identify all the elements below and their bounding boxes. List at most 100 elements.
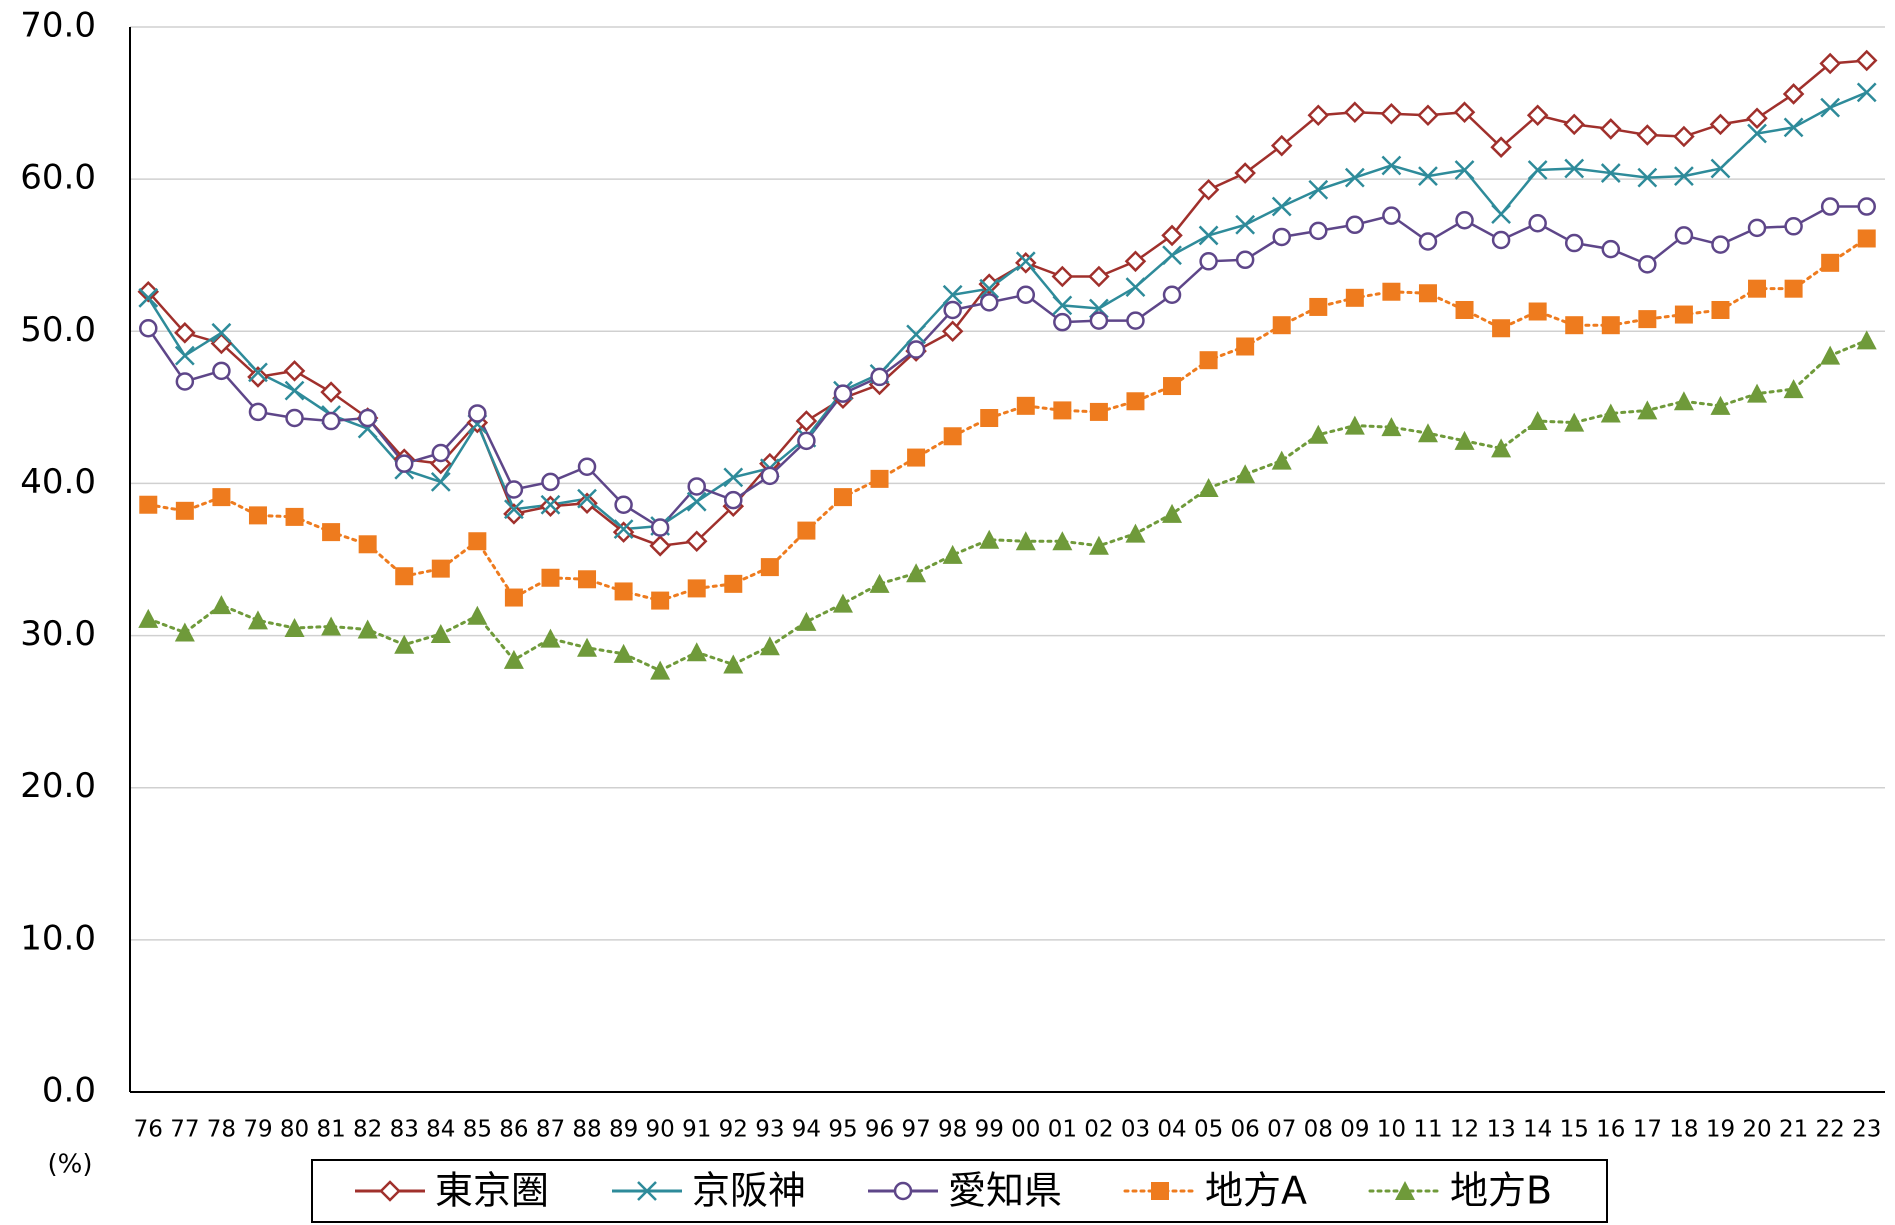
- x-tick-label: 95: [828, 1117, 857, 1143]
- data-point: [833, 384, 853, 403]
- data-point: [1199, 351, 1218, 370]
- data-point: [1124, 250, 1147, 273]
- data-point: [1125, 277, 1146, 298]
- data-point: [759, 636, 780, 656]
- data-point: [943, 300, 962, 320]
- x-tick-label: 86: [499, 1117, 528, 1143]
- data-point: [1016, 396, 1035, 415]
- data-point: [1748, 279, 1767, 298]
- data-point: [1711, 300, 1730, 319]
- data-point: [870, 367, 889, 387]
- data-point: [613, 643, 634, 663]
- x-tick-label: 87: [536, 1117, 565, 1143]
- data-point: [1527, 160, 1548, 180]
- legend-marker: [1395, 1181, 1415, 1200]
- data-point: [1197, 179, 1220, 201]
- x-tick-label: 84: [426, 1117, 455, 1143]
- x-tick-label: 17: [1633, 1117, 1662, 1143]
- data-point: [1053, 401, 1072, 420]
- data-point: [578, 570, 597, 589]
- data-point: [1163, 377, 1182, 396]
- data-point: [1782, 83, 1805, 105]
- x-tick-label: 22: [1816, 1117, 1845, 1143]
- data-point: [1089, 311, 1109, 330]
- data-point: [1673, 125, 1695, 148]
- data-point: [1710, 158, 1731, 179]
- data-point: [1637, 167, 1658, 188]
- data-point: [321, 616, 342, 636]
- x-tick-label: 15: [1560, 1117, 1589, 1143]
- data-point: [175, 372, 195, 391]
- data-point: [797, 431, 816, 451]
- data-point: [979, 278, 1000, 299]
- y-tick-label: 60.0: [20, 158, 96, 198]
- data-point: [138, 608, 159, 628]
- data-point: [1272, 227, 1291, 247]
- data-point: [1527, 411, 1548, 431]
- data-point: [212, 488, 231, 507]
- data-point: [248, 402, 268, 422]
- data-point: [1747, 123, 1767, 144]
- data-point: [1855, 49, 1878, 72]
- data-point: [1235, 250, 1255, 270]
- x-tick-label: 10: [1377, 1117, 1406, 1143]
- x-tick-label: 82: [353, 1117, 382, 1143]
- data-point: [1747, 383, 1768, 403]
- x-tick-label: 11: [1413, 1117, 1442, 1143]
- data-point: [979, 293, 999, 312]
- data-point: [1162, 285, 1182, 305]
- data-point: [723, 467, 744, 488]
- data-point: [685, 530, 708, 553]
- data-point: [1344, 415, 1365, 435]
- data-point: [357, 619, 378, 639]
- data-point: [724, 490, 743, 510]
- data-point: [1454, 430, 1475, 450]
- data-point: [395, 567, 414, 586]
- data-point: [687, 579, 706, 598]
- series-line: [147, 91, 1868, 531]
- data-point: [1345, 215, 1365, 235]
- data-point: [906, 340, 926, 359]
- data-point: [1016, 285, 1036, 305]
- data-point: [1051, 265, 1074, 288]
- data-point: [1821, 253, 1840, 272]
- x-tick-label: 78: [207, 1117, 236, 1143]
- data-point: [1235, 464, 1256, 484]
- data-point: [1381, 417, 1402, 437]
- data-point: [870, 469, 889, 488]
- legend-marker: [893, 1181, 913, 1201]
- data-point: [906, 324, 926, 345]
- data-point: [540, 628, 561, 648]
- data-point: [1382, 282, 1401, 301]
- x-tick-label: 16: [1596, 1117, 1625, 1143]
- data-point: [941, 320, 964, 343]
- data-point: [614, 495, 633, 514]
- data-point: [1857, 197, 1876, 216]
- x-tick-label: 07: [1267, 1117, 1296, 1143]
- data-point: [1455, 300, 1474, 319]
- legend-label: 東京圏: [435, 1169, 549, 1213]
- data-point: [1673, 391, 1694, 411]
- legend-label: 愛知県: [948, 1169, 1062, 1213]
- data-point: [724, 574, 743, 593]
- data-point: [430, 472, 451, 492]
- data-point: [1417, 423, 1438, 443]
- data-point: [760, 466, 780, 486]
- x-tick-label: 81: [316, 1117, 345, 1143]
- y-unit-label: (%): [48, 1150, 93, 1180]
- x-tick-label: 12: [1450, 1117, 1479, 1143]
- data-point: [1162, 503, 1183, 523]
- data-point: [1784, 279, 1803, 298]
- data-point: [1528, 302, 1547, 321]
- data-point: [906, 563, 927, 583]
- data-point: [1271, 196, 1292, 217]
- data-point: [1235, 214, 1256, 235]
- x-tick-label: 05: [1194, 1117, 1223, 1143]
- data-point: [321, 411, 341, 431]
- x-tick-label: 14: [1523, 1117, 1552, 1143]
- data-point: [1198, 225, 1219, 246]
- data-point: [1126, 392, 1145, 411]
- data-point: [1381, 155, 1402, 176]
- x-tick-label: 90: [646, 1117, 675, 1143]
